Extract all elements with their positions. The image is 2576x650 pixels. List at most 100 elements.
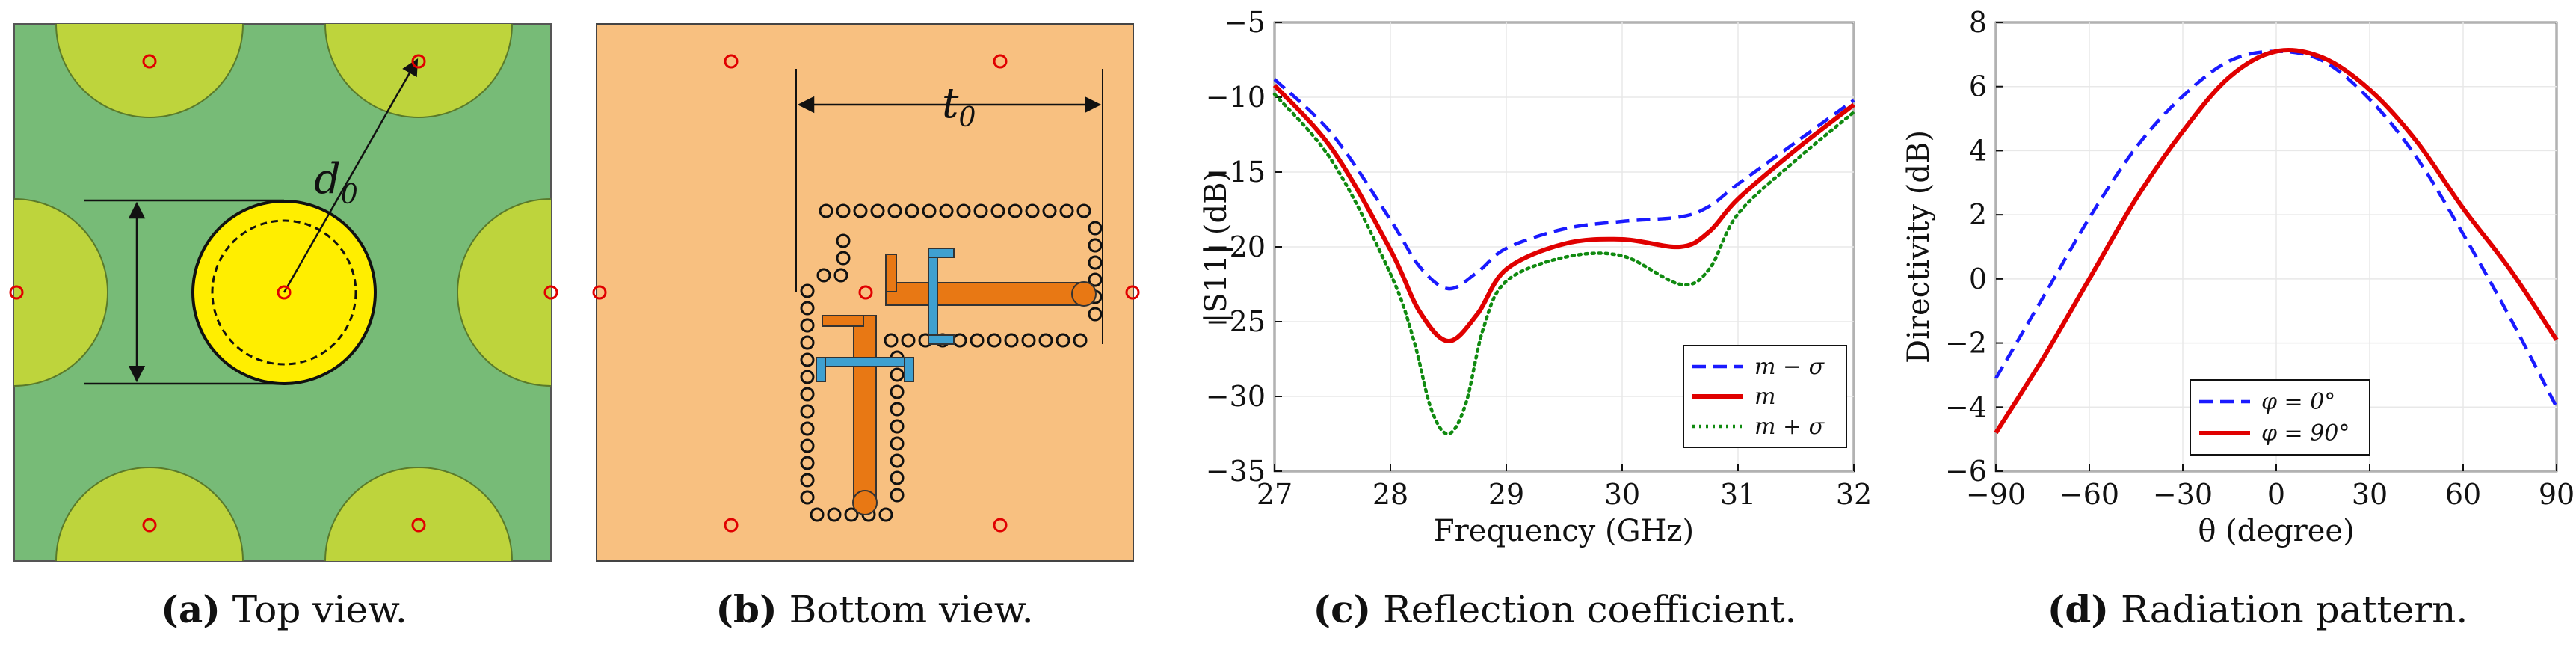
patch-bottom-right (324, 467, 513, 561)
x-tick-label: −60 (2059, 478, 2119, 511)
via (884, 333, 899, 348)
via (844, 507, 859, 522)
via (901, 333, 916, 348)
via (905, 203, 919, 218)
via (1088, 307, 1103, 322)
via (800, 301, 815, 316)
via (800, 404, 815, 419)
legend-label: φ = 0° (2261, 389, 2335, 415)
t0-label: t0 (942, 79, 976, 133)
via (800, 318, 815, 333)
x-ticks: −90 −60 −30 0 30 60 90 (1966, 464, 2575, 511)
via (890, 367, 905, 382)
via (800, 438, 815, 453)
y-axis-label: |S11| (dB) (1199, 171, 1233, 323)
via (1038, 333, 1053, 348)
via (836, 203, 851, 218)
via (890, 419, 905, 434)
via (800, 283, 815, 298)
via (1088, 272, 1103, 287)
via (1008, 203, 1023, 218)
x-axis-label: θ (degree) (2198, 514, 2354, 548)
x-tick-label: 32 (1836, 478, 1872, 511)
via (890, 453, 905, 468)
vias-top (9, 54, 558, 533)
patch-left (14, 198, 108, 387)
x-ticks: 27 28 29 30 31 32 (1257, 464, 1872, 511)
via (1088, 221, 1103, 236)
patch-right (457, 198, 551, 387)
via (1025, 203, 1040, 218)
via (1021, 333, 1036, 348)
via (890, 384, 905, 399)
via (800, 456, 815, 470)
y-tick-label: −25 (1206, 305, 1266, 338)
via (990, 203, 1005, 218)
via (939, 203, 954, 218)
via (853, 203, 868, 218)
y-axis-label: Directivity (dB) (1902, 130, 1936, 364)
coupling-slot-vertical (816, 357, 914, 382)
caption-b: (b) Bottom view. (715, 587, 1034, 631)
x-tick-label: 30 (1604, 478, 1640, 511)
via (1088, 255, 1103, 270)
via (956, 203, 971, 218)
legend-label: m − σ (1754, 354, 1825, 380)
y-ticks: 8 6 4 2 0 −2 −4 −6 (1945, 6, 2003, 488)
via (833, 268, 848, 283)
y-tick-label: −10 (1206, 81, 1266, 114)
legend-box (2190, 379, 2370, 456)
y-tick-label: −30 (1206, 380, 1266, 413)
y-tick-label: −20 (1206, 230, 1266, 263)
via (970, 333, 985, 348)
x-tick-label: 27 (1257, 478, 1292, 511)
via (878, 507, 893, 522)
x-tick-label: 28 (1372, 478, 1408, 511)
y-tick-label: 6 (1969, 70, 1987, 103)
via (800, 473, 815, 488)
x-tick-label: 30 (2352, 478, 2388, 511)
feed-line-vertical (822, 315, 878, 515)
via (800, 370, 815, 384)
x-tick-label: −30 (2153, 478, 2213, 511)
x-axis-label: Frequency (GHz) (1434, 514, 1694, 548)
via (1088, 238, 1103, 253)
caption-a: (a) Top view. (161, 587, 407, 631)
via (816, 268, 831, 283)
diagram-top-view: d0 (9, 23, 558, 562)
y-tick-label: 8 (1969, 6, 1987, 39)
via (800, 352, 815, 367)
via (1056, 333, 1070, 348)
y-tick-label: −15 (1206, 156, 1266, 188)
x-tick-label: 0 (2267, 478, 2285, 511)
via (810, 507, 825, 522)
d0-label: d0 (314, 155, 358, 210)
via (890, 436, 905, 451)
caption-c: (c) Reflection coefficient. (1313, 587, 1797, 631)
via (987, 333, 1002, 348)
y-tick-label: −5 (1224, 6, 1266, 39)
y-tick-label: −4 (1945, 390, 1987, 423)
via (836, 251, 851, 266)
via (800, 490, 815, 505)
via (973, 203, 988, 218)
via (836, 233, 851, 248)
via (922, 203, 937, 218)
legend: φ = 0° φ = 90° (2190, 379, 2370, 456)
via (1004, 333, 1019, 348)
via (1042, 203, 1057, 218)
via (1059, 203, 1074, 218)
via (819, 203, 833, 218)
x-tick-label: −90 (1966, 478, 2026, 511)
diagram-bottom-view: t0 (592, 23, 1140, 562)
legend: m − σ m m + σ (1683, 345, 1847, 448)
x-tick-label: 60 (2445, 478, 2481, 511)
center-patch-inner-ring (211, 219, 357, 366)
y-ticks: −5 −10 −15 −20 −25 −30 −35 (1206, 6, 1282, 488)
via (1076, 203, 1091, 218)
legend-label: m + σ (1754, 414, 1825, 440)
series-lines (1272, 78, 1856, 436)
via (890, 488, 905, 503)
y-tick-label: −35 (1206, 455, 1266, 488)
series-lines (1994, 47, 2559, 435)
